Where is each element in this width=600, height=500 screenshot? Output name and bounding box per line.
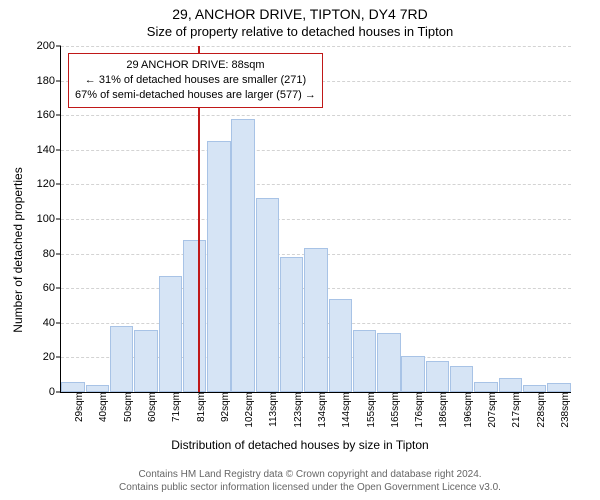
callout-box: 29 ANCHOR DRIVE: 88sqm← 31% of detached … [68,53,323,108]
x-tick-label: 207sqm [482,392,498,428]
x-tick-label: 228sqm [531,392,547,428]
x-tick-label: 29sqm [69,392,85,422]
x-tick-label: 134sqm [312,392,328,428]
y-tick-label: 140 [37,144,61,156]
x-tick-label: 113sqm [263,392,279,427]
x-tick-label: 71sqm [166,392,182,422]
x-tick-label: 144sqm [336,392,352,428]
x-tick-label: 60sqm [142,392,158,422]
y-tick-label: 0 [49,386,61,398]
histogram-bar [61,382,84,392]
credits-line: Contains HM Land Registry data © Crown c… [40,469,580,482]
x-tick-label: 155sqm [361,392,377,428]
histogram-bar [401,356,424,392]
callout-line: ← 31% of detached houses are smaller (27… [75,73,316,88]
x-tick-label: 196sqm [458,392,474,428]
x-tick-label: 40sqm [93,392,109,422]
histogram-bar [329,299,352,392]
chart-title: 29, ANCHOR DRIVE, TIPTON, DY4 7RD [0,6,600,22]
y-tick-label: 120 [37,178,61,190]
chart-subtitle: Size of property relative to detached ho… [0,24,600,39]
histogram-bar [426,361,449,392]
y-tick-label: 100 [37,213,61,225]
x-tick-label: 123sqm [288,392,304,428]
histogram-bar [207,141,230,392]
x-tick-label: 92sqm [215,392,231,422]
histogram-bar [86,385,109,392]
chart-container: { "title": "29, ANCHOR DRIVE, TIPTON, DY… [0,0,600,500]
x-tick-label: 81sqm [191,392,207,422]
x-axis-label: Distribution of detached houses by size … [0,438,600,452]
y-axis-label: Number of detached properties [11,167,25,332]
x-tick-label: 217sqm [506,392,522,428]
callout-line: 67% of semi-detached houses are larger (… [75,88,316,103]
histogram-bar [231,119,254,392]
histogram-bar [450,366,473,392]
credits-line: Contains public sector information licen… [40,482,580,495]
y-tick-label: 180 [37,75,61,87]
y-tick-label: 80 [43,248,61,260]
x-tick-label: 238sqm [555,392,571,428]
x-tick-label: 176sqm [409,392,425,428]
y-tick-label: 40 [43,317,61,329]
histogram-bar [110,326,133,392]
y-tick-label: 60 [43,282,61,294]
histogram-bar [134,330,157,392]
histogram-bar [499,378,522,392]
histogram-bar [159,276,182,392]
histogram-bar [256,198,279,392]
y-tick-label: 160 [37,109,61,121]
x-tick-label: 102sqm [239,392,255,428]
histogram-bar [304,248,327,392]
x-tick-label: 165sqm [385,392,401,428]
histogram-bar [353,330,376,392]
histogram-bar [474,382,497,392]
histogram-bar [547,383,570,392]
callout-line: 29 ANCHOR DRIVE: 88sqm [75,58,316,73]
x-tick-label: 50sqm [118,392,134,422]
histogram-bar [377,333,400,392]
x-tick-label: 186sqm [433,392,449,428]
y-tick-label: 200 [37,40,61,52]
credits: Contains HM Land Registry data © Crown c… [40,469,580,494]
histogram-bar [280,257,303,392]
histogram-bar [183,240,206,392]
histogram-bar [523,385,546,392]
y-tick-label: 20 [43,351,61,363]
